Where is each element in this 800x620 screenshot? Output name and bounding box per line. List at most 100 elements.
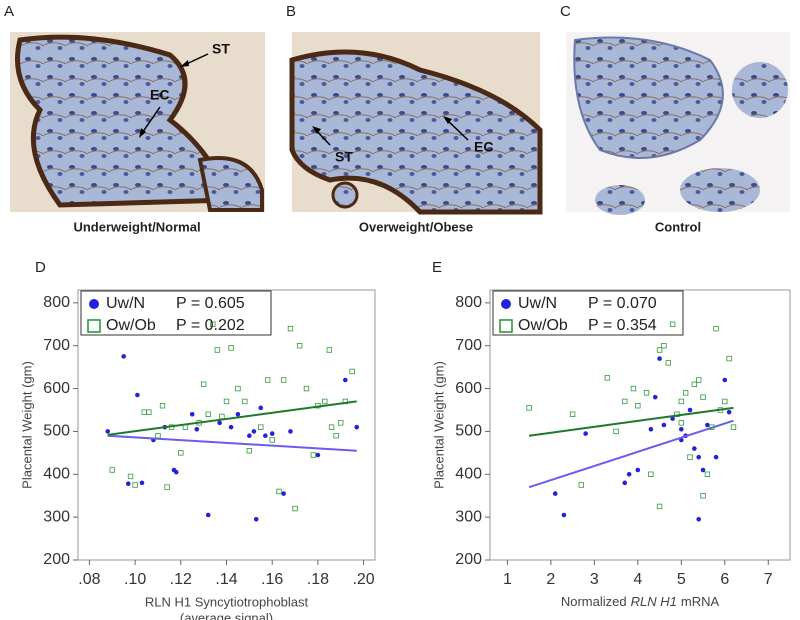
trend-line [107,400,357,436]
y-tick-label: 500 [43,423,70,440]
point [583,431,588,436]
y-axis-label: Placental Weight (gm) [19,361,34,489]
point [159,403,166,409]
point [657,356,662,361]
point [269,431,275,436]
x-axis-label: Normalized RLN H1 mRNA [561,594,720,609]
image-label: EC [150,87,169,103]
point [652,394,658,400]
plot-area [489,289,791,561]
x-tick-label: 6 [720,571,729,588]
y-tick-label: 400 [455,466,482,483]
point [661,343,667,349]
point [656,347,663,353]
point [303,385,310,392]
point [569,411,576,417]
point [235,411,241,417]
x-tick-label: 5 [677,571,686,588]
panel-letter: C [560,3,571,20]
point [354,424,360,430]
point [217,420,222,426]
x-tick-label: .18 [307,571,329,588]
point [173,469,179,475]
y-tick-label: 600 [455,380,482,397]
point [310,452,317,458]
point [264,377,271,383]
x-tick-label: .20 [352,571,374,588]
y-tick-label: 700 [455,337,482,354]
x-axis-label-part: mRNA [681,594,720,609]
point [622,480,628,486]
x-tick-label: 1 [503,571,512,588]
x-tick-label: 2 [546,571,555,588]
point [127,473,134,480]
point [246,448,253,454]
point [730,424,737,430]
point [704,471,711,477]
legend-marker [499,319,513,333]
point [691,381,698,387]
x-axis-label-part: RLN H1 [631,594,677,609]
point [648,471,654,477]
point [622,398,628,405]
point [287,325,294,332]
point [635,403,641,409]
y-tick-label: 300 [43,508,70,525]
micrograph-c [566,32,790,215]
panel-caption: Overweight/Obese [359,219,473,234]
point [228,424,234,430]
y-tick-label: 500 [455,423,482,440]
legend-label: Ow/Ob [106,317,156,334]
point [200,381,207,387]
point [561,512,567,518]
legend-marker [87,319,101,333]
y-tick-label: 400 [43,466,70,483]
panel-letter: B [286,3,296,20]
point [343,377,348,383]
x-tick-label: 4 [633,571,642,588]
point [205,411,211,417]
point [722,398,728,405]
x-tick-label: .16 [261,571,283,588]
point [253,516,259,522]
y-tick-label: 800 [455,294,482,311]
point [269,437,275,443]
point [228,345,234,351]
point [722,377,728,383]
trend-line [107,434,357,452]
image-label: ST [335,149,353,165]
point [648,426,654,432]
point [643,390,650,396]
point [315,452,321,458]
point [288,429,293,434]
point [326,347,333,353]
point [141,409,147,415]
point [189,411,195,417]
point [552,491,558,496]
point [526,405,532,411]
point [635,467,641,473]
point [705,422,710,428]
point [696,454,701,460]
image-label: ST [212,41,230,57]
point [194,426,200,432]
panel-caption: Control [655,219,701,234]
x-axis-label-part: Normalized [561,594,627,609]
point [613,428,619,435]
point [696,516,701,522]
point [242,398,248,405]
point [281,491,286,496]
x-tick-label: .14 [215,571,237,588]
panel-caption: Underweight/Normal [73,219,200,234]
point [258,424,264,430]
point [665,360,671,366]
point [121,354,126,359]
point [669,321,676,327]
point [726,409,732,415]
x-tick-label: .10 [124,571,146,588]
legend-box [80,290,272,336]
point [139,480,145,486]
point [251,429,257,434]
point [280,377,287,383]
point [713,325,719,332]
